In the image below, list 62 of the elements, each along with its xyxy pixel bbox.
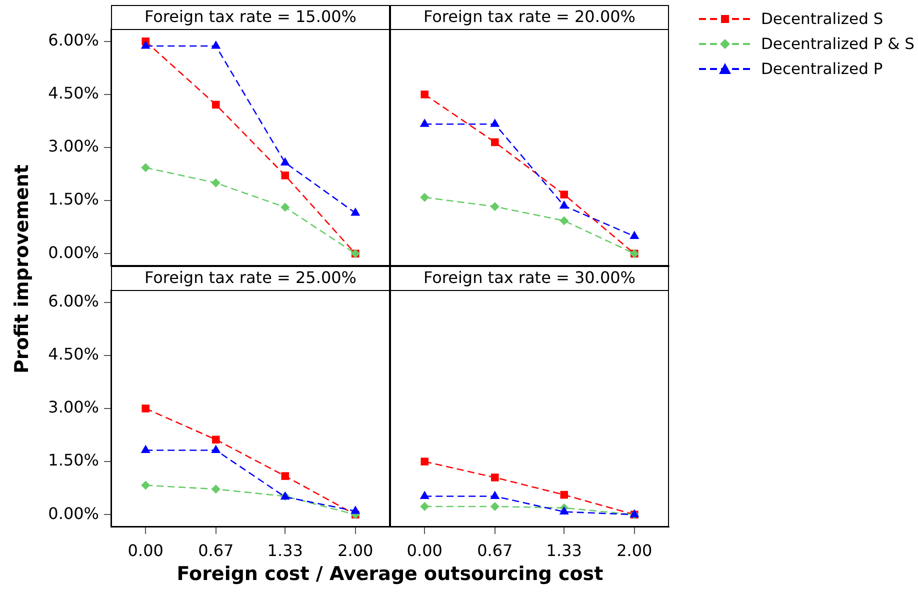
point xyxy=(280,202,290,212)
point xyxy=(212,436,220,444)
x-axis-title: Foreign cost / Average outsourcing cost xyxy=(176,563,604,585)
y-tick-label: 3.00% xyxy=(48,136,99,156)
point xyxy=(560,190,568,198)
point xyxy=(212,100,220,109)
y-tick-label: 6.00% xyxy=(48,292,99,311)
point xyxy=(211,178,220,188)
x-tick-label: 1.33 xyxy=(267,540,303,560)
point xyxy=(491,474,499,482)
legend-label: Decentralized S xyxy=(761,10,884,28)
y-axis-title: Profit improvement xyxy=(11,164,33,374)
chart-title: Foreign tax rate = 20.00% xyxy=(390,5,669,30)
point xyxy=(630,230,640,240)
point xyxy=(490,502,500,511)
point xyxy=(420,192,430,202)
point xyxy=(491,138,499,146)
chart-title: Foreign tax rate = 25.00% xyxy=(111,266,390,291)
y-tick-label: 6.00% xyxy=(48,30,99,50)
point xyxy=(281,472,289,480)
y-tick-label: 0.00% xyxy=(48,242,99,262)
legend-label: Decentralized P & S xyxy=(761,34,914,52)
point xyxy=(420,458,428,466)
y-tick-label: 1.50% xyxy=(48,190,99,209)
point xyxy=(140,444,150,453)
point xyxy=(559,506,569,515)
y-tick-label: 1.50% xyxy=(48,450,99,470)
chart-title: Foreign tax rate = 30.00% xyxy=(390,266,669,291)
y-tick-label: 4.50% xyxy=(48,344,99,364)
point xyxy=(420,502,430,511)
x-tick-label: 0.00 xyxy=(128,540,164,560)
x-tick-label: 0.67 xyxy=(477,540,513,560)
y-tick-label: 4.50% xyxy=(48,84,99,103)
point xyxy=(420,90,428,98)
point xyxy=(490,118,500,127)
point xyxy=(141,163,150,172)
y-tick-label: 3.00% xyxy=(48,398,99,417)
point xyxy=(141,480,150,490)
point xyxy=(490,490,500,499)
point xyxy=(420,118,430,127)
x-tick-label: 0.67 xyxy=(198,540,234,560)
point xyxy=(350,207,360,216)
point xyxy=(350,506,360,514)
point xyxy=(560,216,569,226)
point xyxy=(211,40,221,49)
point xyxy=(280,157,290,166)
point xyxy=(142,404,150,412)
point xyxy=(211,444,221,453)
point xyxy=(560,490,568,499)
point xyxy=(211,484,220,494)
point xyxy=(281,172,289,180)
point xyxy=(559,200,569,209)
point xyxy=(140,40,150,49)
x-tick-label: 1.33 xyxy=(546,540,582,560)
y-tick-label: 0.00% xyxy=(48,504,99,523)
legend-label: Decentralized P xyxy=(761,60,883,78)
point xyxy=(490,202,500,212)
x-tick-label: 2.00 xyxy=(616,540,652,560)
x-tick-label: 2.00 xyxy=(338,540,374,560)
chart-title: Foreign tax rate = 15.00% xyxy=(111,5,390,30)
x-tick-label: 0.00 xyxy=(406,540,442,560)
point xyxy=(420,490,430,499)
